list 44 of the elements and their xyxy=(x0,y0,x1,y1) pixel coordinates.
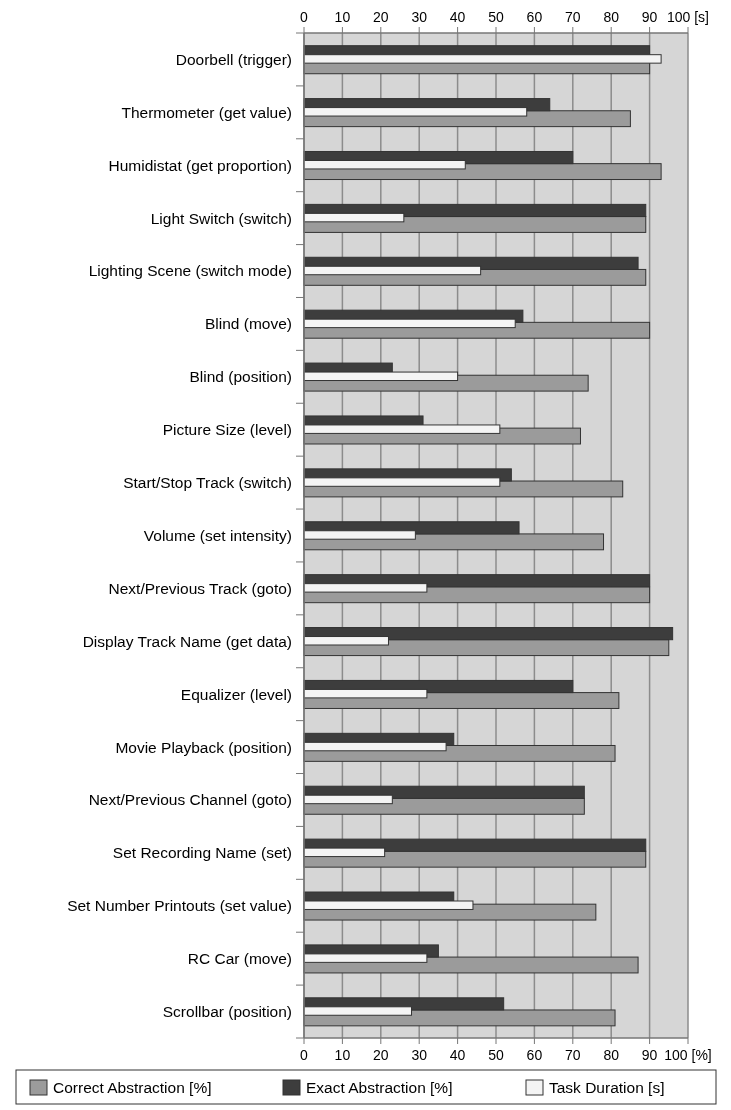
x2-tick-label: 40 xyxy=(449,9,466,25)
y-tick-label: Next/Previous Channel (goto) xyxy=(88,791,292,809)
y-tick-label: Scrollbar (position) xyxy=(162,1002,292,1020)
x-tick-label: 90 xyxy=(641,1047,658,1063)
y-tick-label: Display Track Name (get data) xyxy=(82,632,292,650)
y-tick-label: Light Switch (switch) xyxy=(150,209,292,227)
y-tick-label: RC Car (move) xyxy=(187,950,292,968)
legend-label: Correct Abstraction [%] xyxy=(53,1079,212,1097)
x2-tick-label: 50 xyxy=(488,9,504,25)
x-tick-label: 70 xyxy=(565,1047,581,1063)
x2-tick-label: 100 [s] xyxy=(666,9,710,25)
x2-tick-label: 30 xyxy=(411,9,428,25)
x-tick-label: 10 xyxy=(334,1047,351,1063)
y-tick-label: Humidistat (get proportion) xyxy=(108,156,292,174)
x-tick-label: 80 xyxy=(603,1047,620,1063)
y-tick-label: Movie Playback (position) xyxy=(115,738,292,756)
x2-tick-label: 10 xyxy=(334,9,351,25)
y-tick-label: Next/Previous Track (goto) xyxy=(108,579,292,597)
legend-label: Exact Abstraction [%] xyxy=(306,1079,453,1097)
x2-tick-label: 80 xyxy=(603,9,620,25)
y-tick-label: Volume (set intensity) xyxy=(143,526,292,544)
y-tick-label: Set Recording Name (set) xyxy=(112,844,292,862)
x-tick-label: 20 xyxy=(373,1047,389,1063)
y-tick-label: Set Number Printouts (set value) xyxy=(67,897,292,915)
y-tick-label: Doorbell (trigger) xyxy=(175,50,292,68)
y-tick-label: Blind (position) xyxy=(189,368,292,386)
x2-tick-label: 60 xyxy=(526,9,543,25)
x2-tick-label: 90 xyxy=(641,9,658,25)
x-tick-label: 100 [%] xyxy=(664,1047,712,1063)
x2-tick-label: 20 xyxy=(373,9,389,25)
y-tick-label: Lighting Scene (switch mode) xyxy=(88,262,292,280)
y-tick-label: Picture Size (level) xyxy=(162,421,292,439)
y-tick-label: Equalizer (level) xyxy=(180,685,292,703)
x-tick-label: 0 xyxy=(300,1047,309,1063)
y-tick-label: Start/Stop Track (switch) xyxy=(123,474,292,492)
legend-label: Task Duration [s] xyxy=(549,1079,665,1097)
x2-tick-label: 0 xyxy=(300,9,309,25)
y-tick-label: Blind (move) xyxy=(205,315,292,333)
x-tick-label: 30 xyxy=(411,1047,428,1063)
x2-tick-label: 70 xyxy=(565,9,581,25)
x-tick-label: 50 xyxy=(488,1047,504,1063)
x-tick-label: 40 xyxy=(449,1047,466,1063)
y-tick-label: Thermometer (get value) xyxy=(121,103,292,121)
x-tick-label: 60 xyxy=(526,1047,543,1063)
